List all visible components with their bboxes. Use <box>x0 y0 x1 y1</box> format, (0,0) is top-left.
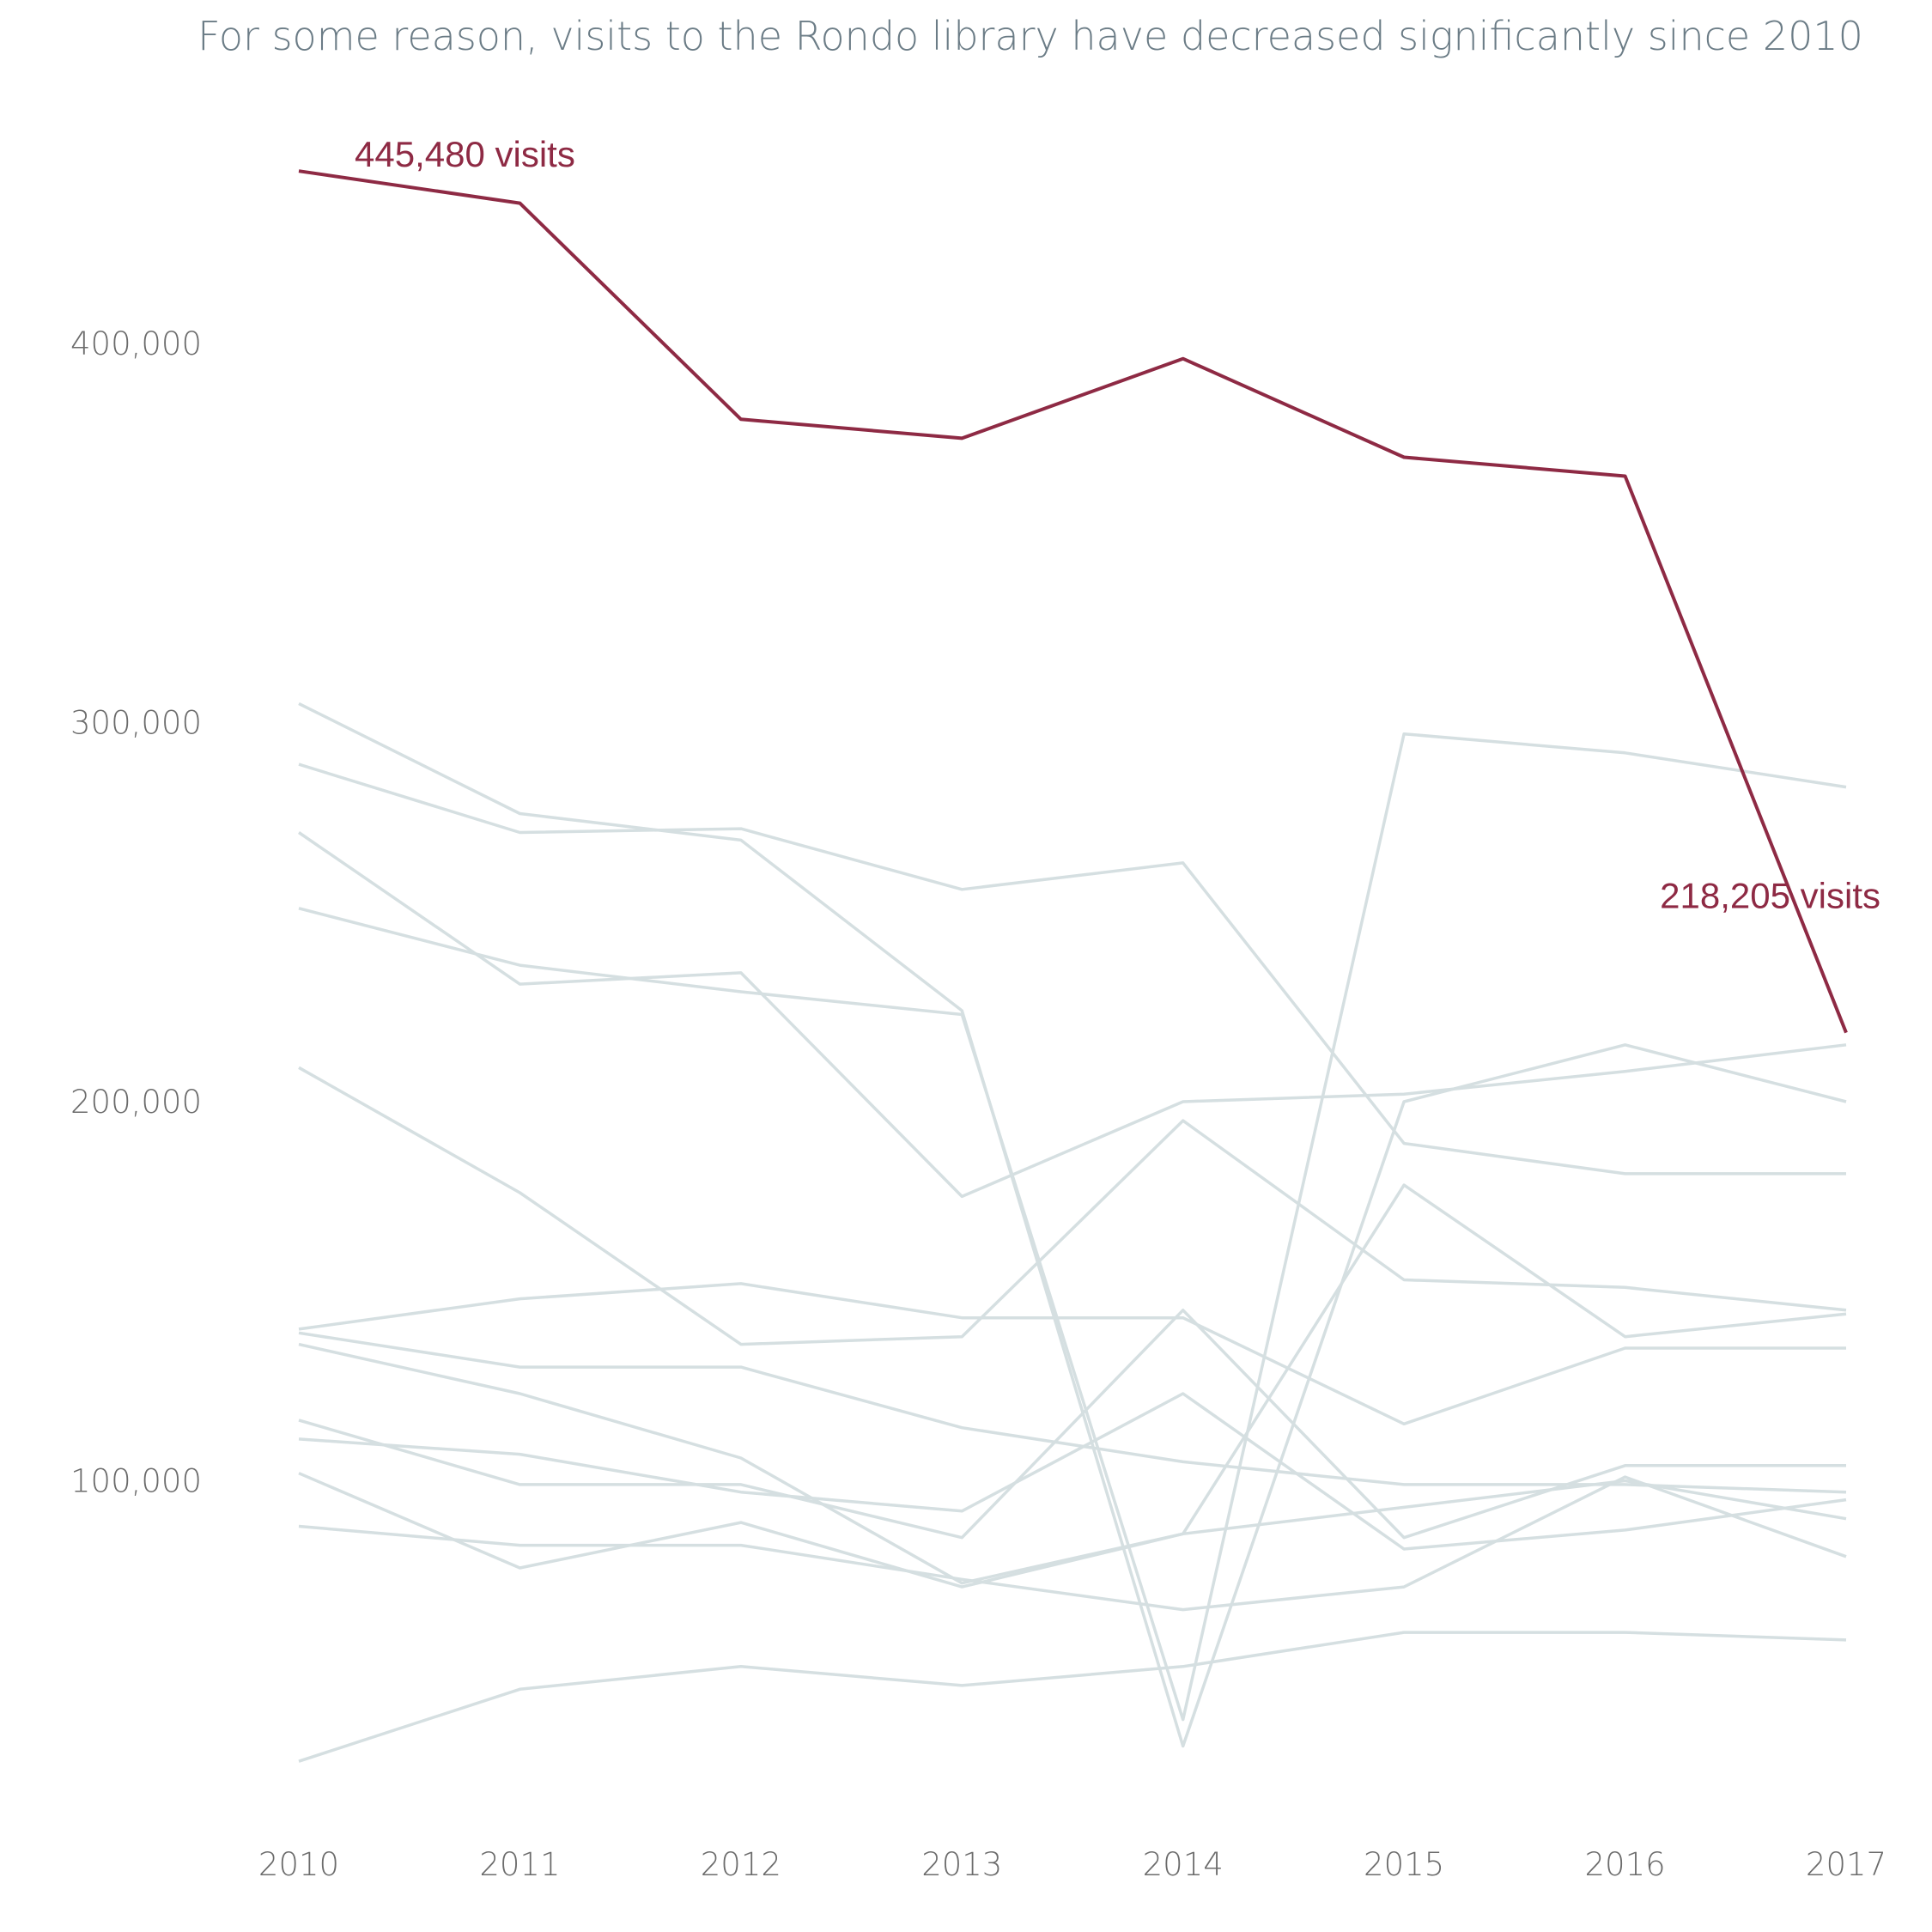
series-line-9 <box>298 1309 1846 1540</box>
y-tick-label: 300,000 <box>70 705 202 742</box>
series-line-12 <box>298 1475 1847 1612</box>
background-series-lines <box>298 702 1847 1763</box>
x-tick-label: 2010 <box>258 1846 339 1883</box>
series-line-5 <box>298 1066 1847 1346</box>
x-tick-label: 2015 <box>1364 1846 1444 1883</box>
highlight-series <box>298 169 1848 1034</box>
series-line-3 <box>298 831 1847 1199</box>
highlight-series-line <box>298 169 1848 1034</box>
series-line-13 <box>298 1631 1847 1763</box>
annotations: 445,480 visits 218,205 visits <box>355 134 1880 915</box>
x-tick-label: 2017 <box>1806 1846 1886 1883</box>
annotation-label: 445,480 visits <box>355 134 575 174</box>
annotation-label: 218,205 visits <box>1660 876 1880 916</box>
chart-title: For some reason, visits to the Rondo lib… <box>197 13 1863 59</box>
series-line-11 <box>298 1472 1847 1589</box>
series-line-4 <box>298 732 1847 1722</box>
x-tick-label: 2011 <box>479 1846 560 1883</box>
series-line-8 <box>298 1183 1847 1585</box>
series-line-1 <box>298 702 1847 1748</box>
series-line-2 <box>298 762 1846 1176</box>
x-tick-label: 2016 <box>1584 1846 1665 1883</box>
x-tick-label: 2012 <box>701 1846 781 1883</box>
y-tick-label: 400,000 <box>70 325 202 362</box>
y-tick-label: 200,000 <box>70 1084 202 1121</box>
series-line-10 <box>298 1392 1847 1551</box>
series-line-6 <box>298 1282 1846 1426</box>
x-tick-label: 2014 <box>1143 1846 1224 1883</box>
y-tick-label: 100,000 <box>70 1463 202 1500</box>
x-tick-label: 2013 <box>921 1846 1002 1883</box>
x-axis-ticks: 2010 2011 2012 2013 2014 2015 2016 2017 <box>258 1846 1886 1883</box>
y-axis-ticks: 100,000 200,000 300,000 400,000 <box>70 325 202 1500</box>
